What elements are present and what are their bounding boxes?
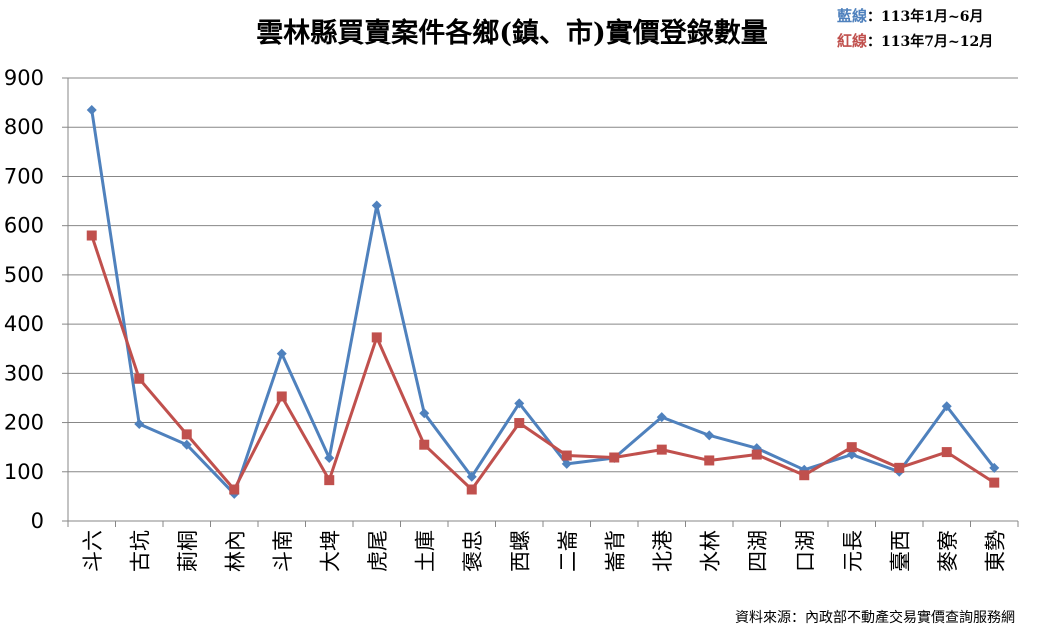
data-point-square bbox=[86, 230, 97, 241]
x-axis: 斗六 古坑 莿桐 林內 斗南 大埤 虎尾 土庫 褒忠 西螺 二崙 崙背 北港 水林 四湖 口湖 元長 臺西 麥寮 東勢 bbox=[67, 520, 1019, 572]
data-point-diamond bbox=[181, 439, 192, 450]
data-point-square bbox=[941, 447, 952, 458]
legend-red-text: ：113年7月~12月 bbox=[867, 33, 993, 50]
data-point-square bbox=[134, 373, 145, 384]
y-tick-label: 200 bbox=[4, 411, 44, 435]
y-tick-label: 800 bbox=[4, 115, 44, 139]
data-point-diamond bbox=[989, 462, 1000, 473]
data-point-square bbox=[751, 449, 762, 460]
x-tick-label: 二崙 bbox=[556, 530, 580, 572]
x-tick-label: 口湖 bbox=[793, 530, 817, 572]
x-tick-label: 臺西 bbox=[888, 530, 912, 572]
legend-entry-blue: 藍線：113年1月~6月 bbox=[837, 7, 983, 25]
x-tick-label: 麥寮 bbox=[936, 530, 960, 572]
data-point-diamond bbox=[561, 458, 572, 469]
legend: 藍線：113年1月~6月 紅線：113年7月~12月 bbox=[837, 7, 993, 50]
y-tick-label: 700 bbox=[4, 164, 44, 188]
series-line-0 bbox=[90, 109, 996, 496]
data-point-square bbox=[181, 429, 192, 440]
data-point-diamond bbox=[704, 430, 715, 441]
data-point-diamond bbox=[941, 401, 952, 412]
data-point-diamond bbox=[419, 408, 430, 419]
data-point-square bbox=[799, 470, 810, 481]
data-point-diamond bbox=[276, 348, 287, 359]
x-tick-label: 四湖 bbox=[746, 530, 770, 572]
x-tick-label: 大埤 bbox=[318, 530, 342, 572]
x-tick-label: 北港 bbox=[651, 530, 675, 572]
x-tick-label: 水林 bbox=[698, 530, 722, 572]
data-point-square bbox=[466, 484, 477, 495]
data-point-square bbox=[514, 418, 525, 429]
x-tick-label: 莿桐 bbox=[176, 530, 200, 572]
legend-blue-text: ：113年1月~6月 bbox=[867, 8, 983, 25]
x-tick-label: 斗六 bbox=[81, 530, 105, 572]
x-tick-label: 崙背 bbox=[603, 530, 627, 572]
x-tick-label: 虎尾 bbox=[366, 530, 390, 572]
x-tick-label: 褒忠 bbox=[461, 530, 485, 572]
data-point-diamond bbox=[134, 419, 145, 430]
series-markers bbox=[86, 104, 1000, 499]
data-point-square bbox=[846, 442, 857, 453]
y-tick-label: 600 bbox=[4, 214, 44, 238]
x-tick-label: 元長 bbox=[841, 530, 865, 572]
source-note: 資料來源：內政部不動產交易實價查詢服務網 bbox=[735, 609, 1015, 626]
data-point-square bbox=[419, 439, 430, 450]
gridlines bbox=[68, 77, 1018, 473]
y-tick-label: 0 bbox=[31, 509, 44, 533]
legend-entry-red: 紅線：113年7月~12月 bbox=[837, 32, 993, 50]
legend-blue-prefix: 藍線 bbox=[837, 7, 867, 25]
data-point-square bbox=[989, 477, 1000, 488]
data-point-square bbox=[324, 475, 335, 486]
series-lines bbox=[90, 109, 996, 496]
data-point-diamond bbox=[466, 471, 477, 482]
data-point-diamond bbox=[514, 398, 525, 409]
y-tick-label: 100 bbox=[4, 460, 44, 484]
data-point-square bbox=[276, 391, 287, 402]
data-point-square bbox=[704, 455, 715, 466]
data-point-square bbox=[894, 462, 905, 473]
x-tick-label: 斗南 bbox=[271, 530, 295, 572]
x-tick-label: 土庫 bbox=[413, 530, 437, 572]
data-point-square bbox=[561, 450, 572, 461]
data-point-square bbox=[609, 452, 620, 463]
data-point-square bbox=[371, 332, 382, 343]
data-point-square bbox=[656, 444, 667, 455]
y-tick-label: 900 bbox=[4, 66, 44, 90]
data-point-diamond bbox=[371, 200, 382, 211]
x-tick-label: 林內 bbox=[223, 530, 247, 572]
data-point-diamond bbox=[86, 104, 97, 115]
x-tick-label: 西螺 bbox=[508, 530, 532, 572]
legend-red-prefix: 紅線 bbox=[837, 32, 867, 50]
y-tick-label: 500 bbox=[4, 263, 44, 287]
series-line-1 bbox=[90, 235, 996, 491]
x-tick-label: 古坑 bbox=[128, 530, 152, 572]
y-axis: 0 100 200 300 400 500 600 700 800 900 bbox=[4, 66, 69, 533]
data-point-square bbox=[229, 484, 240, 495]
data-point-diamond bbox=[324, 452, 335, 463]
chart-title: 雲林縣買賣案件各鄉(鎮、市)實價登錄數量 bbox=[256, 17, 768, 49]
x-tick-label: 東勢 bbox=[983, 530, 1007, 572]
y-tick-label: 300 bbox=[4, 361, 44, 385]
data-point-diamond bbox=[656, 412, 667, 423]
y-tick-label: 400 bbox=[4, 312, 44, 336]
